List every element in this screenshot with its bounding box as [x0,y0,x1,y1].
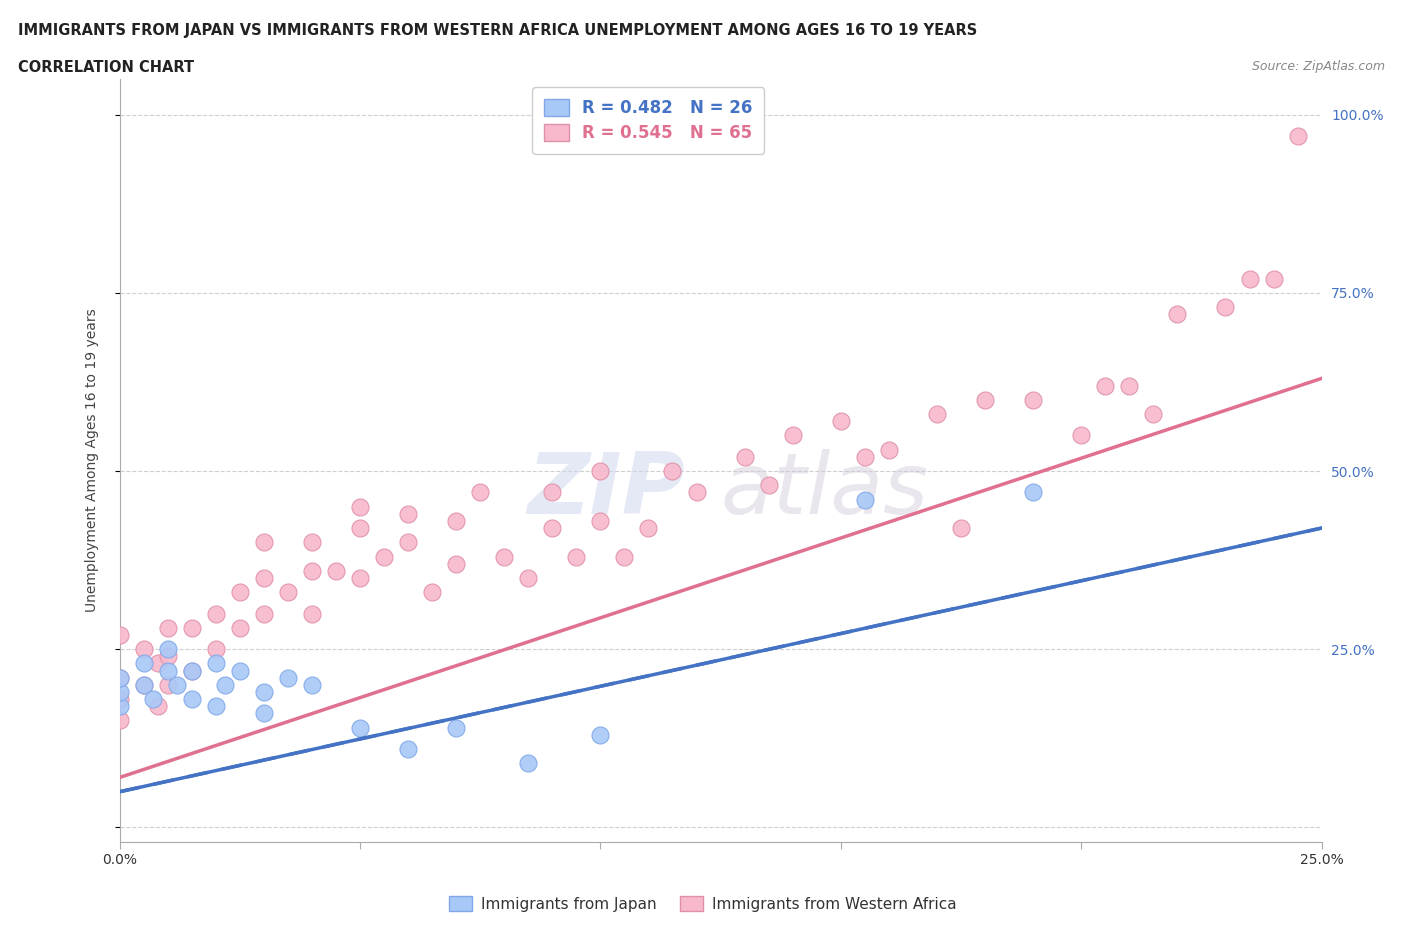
Text: IMMIGRANTS FROM JAPAN VS IMMIGRANTS FROM WESTERN AFRICA UNEMPLOYMENT AMONG AGES : IMMIGRANTS FROM JAPAN VS IMMIGRANTS FROM… [18,23,977,38]
Point [156,649,179,664]
Point [132,677,155,692]
Point [180,692,202,707]
Text: ZIP: ZIP [527,449,685,532]
Point [156,620,179,635]
Text: Source: ZipAtlas.com: Source: ZipAtlas.com [1251,60,1385,73]
Point [685,485,707,499]
Point [1215,299,1237,314]
Point [253,535,276,550]
Point [142,692,165,707]
Point [156,642,179,657]
Point [108,671,131,685]
Point [108,684,131,699]
Point [589,513,612,528]
Point [180,663,202,678]
Point [589,463,612,478]
Point [1166,307,1188,322]
Point [444,720,467,735]
Point [253,606,276,621]
Point [517,756,540,771]
Point [468,485,492,499]
Point [253,706,276,721]
Point [214,677,236,692]
Point [132,656,155,671]
Point [661,463,683,478]
Point [877,443,900,458]
Point [108,692,131,707]
Point [396,506,419,521]
Point [180,663,202,678]
Point [1022,392,1045,407]
Point [253,570,276,585]
Point [166,677,188,692]
Point [613,549,636,564]
Point [228,585,252,600]
Point [1142,406,1164,421]
Point [277,585,299,600]
Point [637,521,659,536]
Point [204,656,226,671]
Point [108,628,131,643]
Point [349,499,371,514]
Point [949,521,972,536]
Point [132,677,155,692]
Point [444,513,467,528]
Point [349,521,371,536]
Point [228,620,252,635]
Point [349,570,371,585]
Legend: Immigrants from Japan, Immigrants from Western Africa: Immigrants from Japan, Immigrants from W… [443,890,963,918]
Point [277,671,299,685]
Point [517,570,540,585]
Point [180,620,202,635]
Point [132,642,155,657]
Point [494,549,516,564]
Point [253,684,276,699]
Point [1118,379,1140,393]
Legend: R = 0.482   N = 26, R = 0.545   N = 65: R = 0.482 N = 26, R = 0.545 N = 65 [533,87,765,153]
Point [156,677,179,692]
Point [420,585,443,600]
Point [156,663,179,678]
Point [1094,379,1116,393]
Point [541,521,564,536]
Point [228,663,252,678]
Text: CORRELATION CHART: CORRELATION CHART [18,60,194,75]
Point [204,642,226,657]
Point [1263,272,1285,286]
Point [589,727,612,742]
Point [444,556,467,571]
Point [301,535,323,550]
Point [974,392,997,407]
Point [204,698,226,713]
Point [853,492,876,507]
Point [396,741,419,756]
Point [108,671,131,685]
Point [301,677,323,692]
Point [108,698,131,713]
Point [396,535,419,550]
Point [853,449,876,464]
Point [1022,485,1045,499]
Point [1070,428,1092,443]
Y-axis label: Unemployment Among Ages 16 to 19 years: Unemployment Among Ages 16 to 19 years [84,309,98,612]
Point [301,606,323,621]
Point [301,564,323,578]
Point [541,485,564,499]
Point [1286,128,1309,143]
Point [734,449,756,464]
Point [782,428,804,443]
Point [325,564,347,578]
Point [373,549,395,564]
Text: atlas: atlas [720,449,928,532]
Point [565,549,588,564]
Point [204,606,226,621]
Point [830,414,852,429]
Point [1239,272,1261,286]
Point [108,713,131,728]
Point [146,698,169,713]
Point [349,720,371,735]
Point [925,406,948,421]
Point [146,656,169,671]
Point [758,478,780,493]
